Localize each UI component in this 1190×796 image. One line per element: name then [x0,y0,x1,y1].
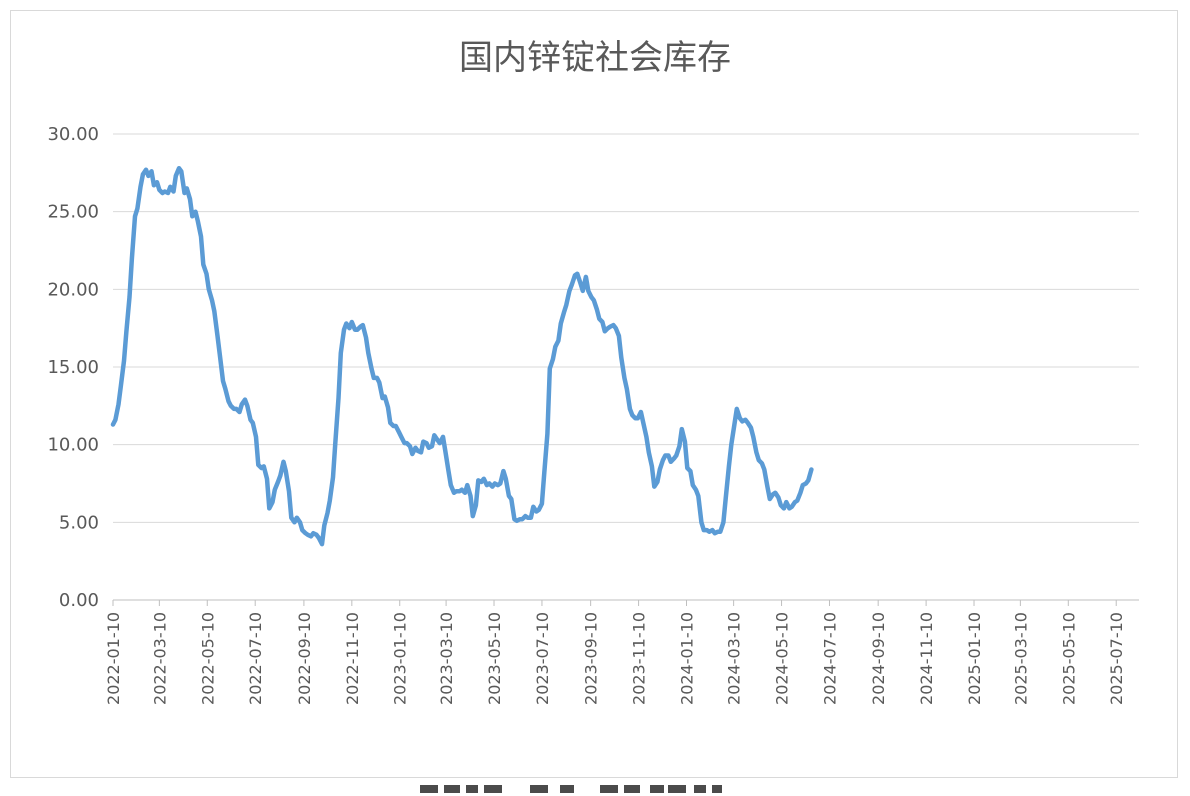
caption-glyph-fragment [712,785,722,793]
x-tick-label: 2025-05-10 [1059,612,1078,705]
y-axis-ticks: 0.00 5.00 10.00 15.00 20.00 25.00 30.00 [47,124,99,611]
y-tick-label: 30.00 [47,124,99,145]
chart-title: 国内锌锭社会库存 [459,38,731,78]
x-tick-label: 2023-03-10 [437,612,456,705]
line-chart: 国内锌锭社会库存 0.00 5.00 10.00 15.00 20.00 25.00 30.… [47,38,1139,705]
x-tick-label: 2023-11-10 [630,612,649,705]
x-tick-label: 2024-09-10 [869,612,888,705]
caption-glyph-fragment [624,785,640,793]
caption-glyph-fragment [444,785,460,793]
series-line [110,165,814,547]
caption-glyph-fragment [560,785,574,793]
caption-glyph-fragment [694,785,706,793]
caption-glyph-fragment [484,785,502,793]
y-tick-label: 20.00 [47,279,99,300]
x-tick-label: 2022-01-10 [104,612,123,705]
x-tick-label: 2023-09-10 [582,612,601,705]
x-tick-label: 2024-05-10 [773,612,792,705]
x-tick-label: 2025-03-10 [1011,612,1030,705]
x-tick-label: 2025-07-10 [1107,612,1126,705]
y-tick-label: 10.00 [47,435,99,456]
caption-glyph-fragment [420,785,438,793]
x-tick-label: 2023-07-10 [533,612,552,705]
x-tick-label: 2023-01-10 [391,612,410,705]
x-tick-label: 2024-03-10 [725,612,744,705]
x-tick-label: 2022-11-10 [343,612,362,705]
x-tick-label: 2022-07-10 [246,612,265,705]
y-tick-label: 5.00 [59,512,99,533]
caption-glyph-fragment [600,785,618,793]
caption-glyph-fragment [668,785,686,793]
x-tick-label: 2023-05-10 [485,612,504,705]
y-tick-label: 15.00 [47,357,99,378]
x-tick-label: 2024-11-10 [917,612,936,705]
x-tick-label: 2022-05-10 [198,612,217,705]
x-axis-ticks: 2022-01-10 2022-03-10 2022-05-10 2022-07-10… [104,600,1126,705]
x-tick-label: 2024-07-10 [820,612,839,705]
x-tick-label: 2022-03-10 [150,612,169,705]
cropped-caption [420,781,780,796]
x-tick-label: 2024-01-10 [677,612,696,705]
y-tick-label: 0.00 [59,590,99,611]
caption-glyph-fragment [466,785,478,793]
x-tick-label: 2022-09-10 [295,612,314,705]
series-layer [110,165,814,547]
caption-glyph-fragment [650,785,664,793]
caption-glyph-fragment [530,785,548,793]
gridlines [113,133,1139,601]
x-tick-label: 2025-01-10 [965,612,984,705]
chart-frame: 国内锌锭社会库存 0.00 5.00 10.00 15.00 20.00 25.00 30.… [10,10,1178,778]
y-tick-label: 25.00 [47,202,99,223]
